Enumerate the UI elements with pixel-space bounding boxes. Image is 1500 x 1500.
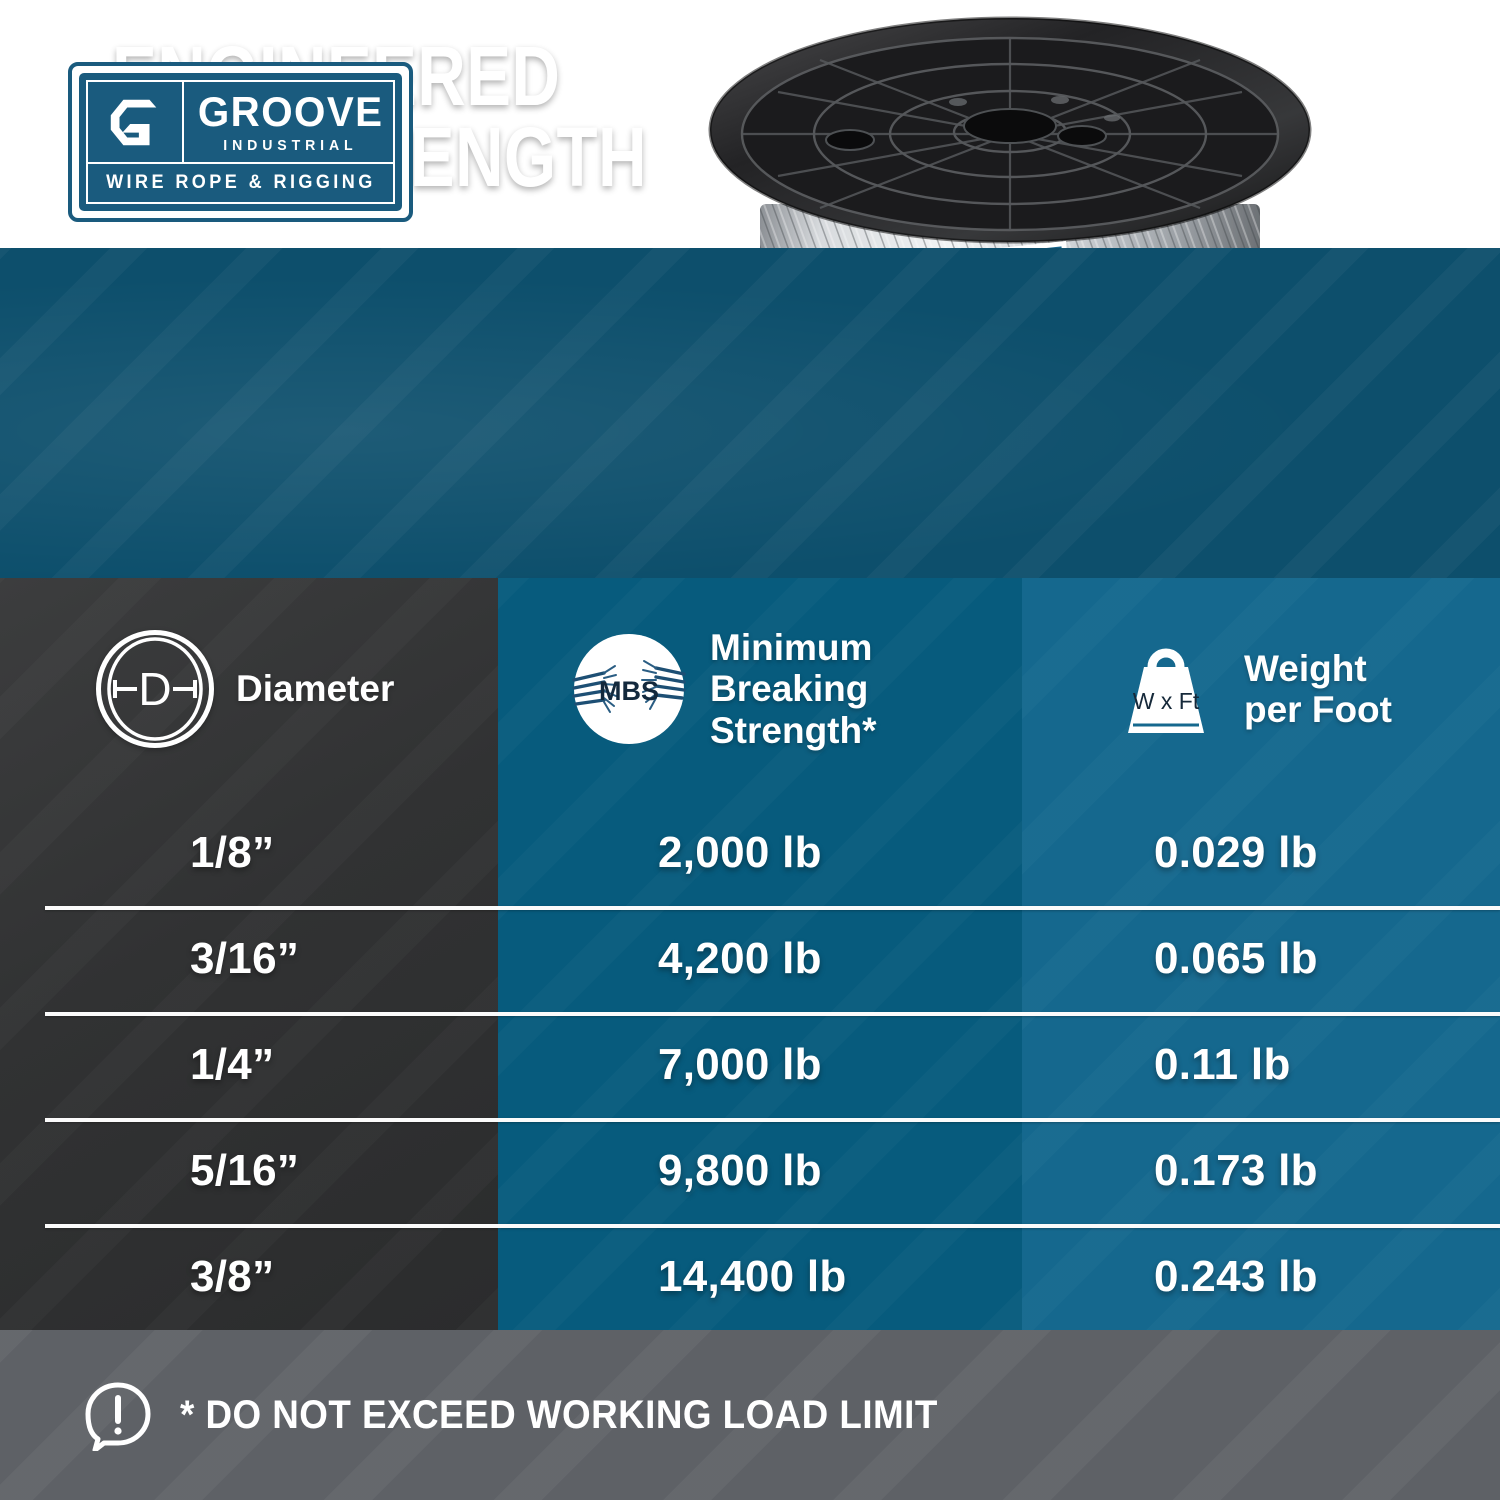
cell-value: 1/8”: [190, 828, 275, 877]
cell-value: 0.11 lb: [1154, 1040, 1291, 1089]
table-row: 5/16” 9,800 lb 0.173 lb: [0, 1118, 1500, 1224]
row-divider: [45, 1224, 1500, 1228]
cell-value: 2,000 lb: [658, 828, 822, 877]
cell-value: 3/16”: [190, 934, 300, 983]
header-label-weight: Weight per Foot: [1244, 647, 1392, 730]
warning-exclamation-icon: [82, 1379, 154, 1453]
groove-g-mark-icon: [88, 82, 184, 162]
table-row: 1/4” 7,000 lb 0.11 lb: [0, 1012, 1500, 1118]
hero-stripe-pattern: [0, 248, 1500, 580]
header-label-diameter: Diameter: [236, 668, 395, 710]
brand-name: GROOVE: [197, 87, 384, 135]
cell-weight: 0.029 lb: [1022, 800, 1500, 906]
footer-warning-text: * DO NOT EXCEED WORKING LOAD LIMIT: [180, 1392, 938, 1437]
cell-weight: 0.11 lb: [1022, 1012, 1500, 1118]
table-row: 3/16” 4,200 lb 0.065 lb: [0, 906, 1500, 1012]
cell-mbs: 4,200 lb: [498, 906, 1022, 1012]
footer-warning-bar: * DO NOT EXCEED WORKING LOAD LIMIT: [0, 1330, 1500, 1500]
footer-stripe-pattern: [0, 1330, 1500, 1500]
brand-tagline: WIRE ROPE & RIGGING: [105, 172, 376, 193]
row-divider: [45, 906, 1500, 910]
cell-value: 4,200 lb: [658, 934, 822, 983]
cell-diameter: 1/8”: [0, 800, 498, 906]
mbs-icon: MBS: [570, 630, 688, 748]
column-diameter: [0, 578, 498, 1330]
cell-mbs: 14,400 lb: [498, 1224, 1022, 1330]
cell-mbs: 2,000 lb: [498, 800, 1022, 906]
svg-text:MBS: MBS: [599, 676, 659, 706]
cell-diameter: 1/4”: [0, 1012, 498, 1118]
cell-value: 3/8”: [190, 1252, 275, 1301]
table-row: 1/8” 2,000 lb 0.029 lb: [0, 800, 1500, 906]
cell-value: 0.173 lb: [1154, 1146, 1318, 1195]
cell-value: 0.243 lb: [1154, 1252, 1318, 1301]
table-header-row: D Diameter: [0, 578, 1500, 800]
cell-mbs: 9,800 lb: [498, 1118, 1022, 1224]
cell-mbs: 7,000 lb: [498, 1012, 1022, 1118]
column-mbs: [498, 578, 1022, 1330]
spec-table: D Diameter: [0, 578, 1500, 1330]
cell-weight: 0.243 lb: [1022, 1224, 1500, 1330]
svg-text:D: D: [138, 663, 171, 715]
cell-weight: 0.173 lb: [1022, 1118, 1500, 1224]
brand-subname: INDUSTRIAL: [223, 136, 358, 154]
cell-value: 0.065 lb: [1154, 934, 1318, 983]
table-body: 1/8” 2,000 lb 0.029 lb 3/16” 4,200 lb 0.065 l…: [0, 800, 1500, 1330]
table-row: 3/8” 14,400 lb 0.243 lb: [0, 1224, 1500, 1330]
row-divider: [45, 1118, 1500, 1122]
header-cell-mbs: MBS Minimum Breaking Strength*: [498, 578, 1022, 800]
cell-weight: 0.065 lb: [1022, 906, 1500, 1012]
weight-icon: W x Ft: [1114, 633, 1218, 745]
header-cell-weight: W x Ft Weight per Foot: [1022, 578, 1500, 800]
cell-diameter: 5/16”: [0, 1118, 498, 1224]
cell-diameter: 3/8”: [0, 1224, 498, 1330]
hero-banner: [0, 248, 1500, 580]
hero-glow: [0, 248, 1500, 580]
diameter-icon: D: [96, 630, 214, 748]
cell-value: 9,800 lb: [658, 1146, 822, 1195]
cell-value: 1/4”: [190, 1040, 275, 1089]
row-divider: [45, 1012, 1500, 1016]
header-cell-diameter: D Diameter: [0, 578, 498, 800]
cell-value: 14,400 lb: [658, 1252, 847, 1301]
cell-diameter: 3/16”: [0, 906, 498, 1012]
header-label-mbs: Minimum Breaking Strength*: [710, 626, 877, 751]
cell-value: 5/16”: [190, 1146, 300, 1195]
cell-value: 0.029 lb: [1154, 828, 1318, 877]
column-weight: [1022, 578, 1500, 1330]
cell-value: 7,000 lb: [658, 1040, 822, 1089]
brand-logo: GROOVE INDUSTRIAL WIRE ROPE & RIGGING: [68, 62, 413, 222]
svg-text:W x Ft: W x Ft: [1133, 688, 1200, 714]
